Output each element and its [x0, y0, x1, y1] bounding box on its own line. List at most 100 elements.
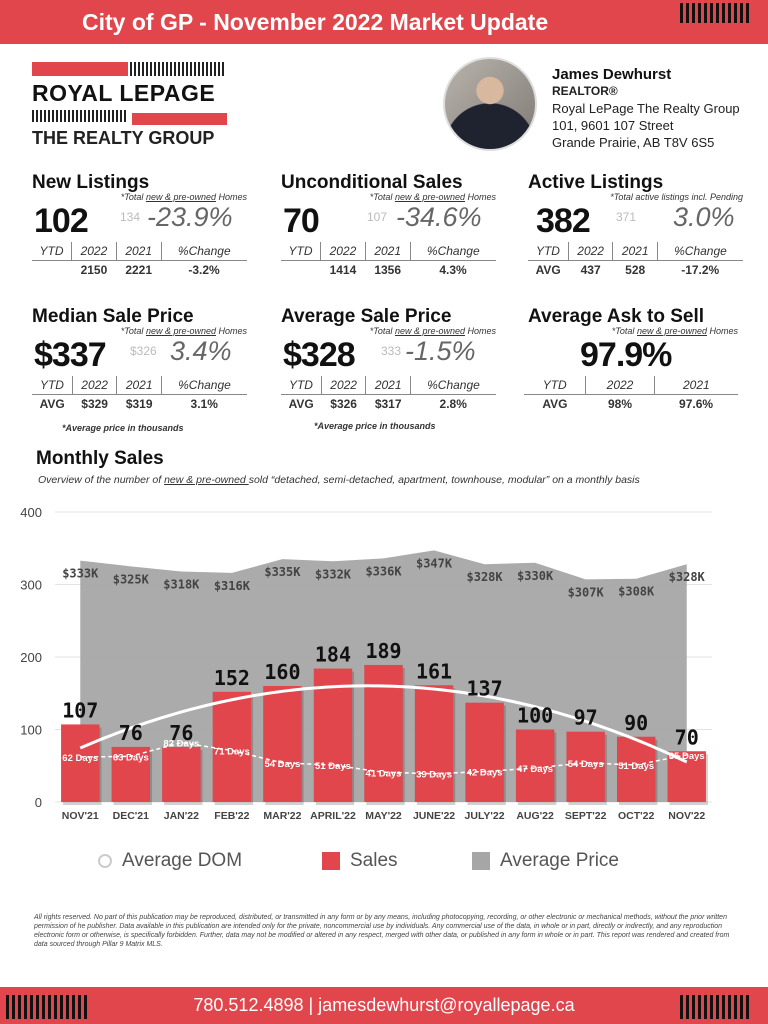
sales-bar: [212, 691, 252, 802]
sales-bar: [162, 746, 201, 802]
sales-data-label: 100: [517, 704, 553, 728]
y-tick-label: 400: [20, 505, 42, 520]
price-data-label: $336K: [365, 564, 402, 578]
stat-ytd-table: YTD 2022 2021 %Change AVG $326 $317 2.8%: [281, 376, 496, 413]
stat-active-listings: Active Listings *Total active listings i…: [528, 172, 743, 279]
legend-sales-label: Sales: [350, 850, 398, 871]
y-tick-label: 100: [20, 723, 42, 738]
x-tick-label: SEPT'22: [565, 810, 607, 822]
sales-bar: [566, 731, 605, 802]
header-bar: City of GP - November 2022 Market Update: [0, 0, 768, 44]
sales-bar: [667, 751, 706, 802]
legend-dom-label: Average DOM: [122, 850, 243, 871]
price-data-label: $316K: [214, 579, 251, 593]
stat-unconditional-sales: Unconditional Sales *Total new & pre-own…: [281, 172, 496, 279]
stat-previous: 134: [120, 210, 141, 224]
page-title: City of GP - November 2022 Market Update: [82, 9, 549, 35]
sales-bar: [465, 702, 504, 802]
stat-change: -34.6%: [396, 202, 482, 232]
agent-title: REALTOR®: [552, 84, 618, 98]
x-tick-label: MAR'22: [263, 810, 301, 822]
sales-data-label: 152: [214, 666, 250, 690]
legend-dom: Average DOM: [98, 850, 242, 872]
price-data-label: $307K: [568, 585, 605, 599]
monthly-sales-title: Monthly Sales: [36, 448, 164, 469]
price-data-label: $308K: [618, 585, 655, 599]
agent-address-line2: Grande Prairie, AB T8V 6S5: [552, 135, 715, 150]
sales-bar: [313, 668, 353, 802]
agent-name: James Dewhurst: [552, 66, 672, 83]
stat-change: 3.4%: [170, 336, 232, 366]
sales-data-label: 76: [169, 721, 193, 745]
stat-value: 382: [536, 202, 591, 240]
dom-data-label: 47 Days: [517, 764, 553, 775]
median-price-note: *Average price in thousands: [62, 423, 184, 433]
stat-title: Average Sale Price: [281, 306, 452, 327]
stat-title: Unconditional Sales: [281, 172, 463, 193]
x-tick-label: NOV'22: [668, 810, 705, 822]
legend-price: Average Price: [472, 850, 619, 872]
x-tick-label: MAY'22: [365, 810, 402, 822]
stat-subtitle: *Total active listings incl. Pending: [610, 192, 743, 202]
sales-bar: [263, 686, 302, 802]
sales-data-label: 70: [675, 725, 699, 749]
stat-subtitle: *Total new & pre-owned Homes: [120, 192, 247, 202]
dom-data-label: 63 Days: [113, 752, 149, 763]
dom-data-label: 54 Days: [264, 759, 300, 770]
dom-data-label: 65 Days: [669, 751, 705, 762]
dom-data-label: 54 Days: [568, 759, 604, 770]
dom-data-label: 51 Days: [315, 761, 351, 772]
stat-value: $328: [283, 336, 356, 374]
x-tick-label: APRIL'22: [310, 810, 356, 822]
footer-contact: 780.512.4898 | jamesdewhurst@royallepage…: [193, 995, 575, 1015]
stat-subtitle: *Total new & pre-owned Homes: [611, 326, 738, 336]
company-logo: ROYAL LEPAGE THE REALTY GROUP: [32, 62, 227, 149]
price-data-label: $328K: [669, 570, 706, 584]
stat-value: 70: [283, 202, 320, 240]
price-data-label: $325K: [113, 572, 150, 586]
x-tick-label: FEB'22: [214, 810, 249, 822]
sales-bar: [515, 729, 555, 802]
agent-info: James Dewhurst REALTOR® Royal LePage The…: [552, 66, 740, 151]
stat-average-sale-price: Average Sale Price *Total new & pre-owne…: [281, 306, 496, 413]
sales-data-label: 161: [416, 659, 452, 683]
stat-previous: $326: [130, 344, 157, 358]
x-tick-label: JULY'22: [465, 810, 505, 822]
y-tick-label: 0: [35, 795, 42, 810]
header-stripes: [680, 3, 749, 23]
stat-change: -1.5%: [405, 336, 476, 366]
price-data-label: $332K: [315, 567, 352, 581]
stat-ytd-table: YTD 2022 2021 %Change AVG 437 528 -17.2%: [528, 242, 743, 279]
stat-value: 102: [34, 202, 89, 240]
logo-barcode-bottom: [32, 110, 227, 122]
price-data-label: $347K: [416, 556, 453, 570]
sales-bar: [616, 736, 656, 802]
stat-ytd-table: YTD 2022 2021 %Change AVG $329 $319 3.1%: [32, 376, 247, 413]
stat-title: Active Listings: [528, 172, 664, 193]
footer-stripes-right: [680, 995, 749, 1019]
disclaimer: All rights reserved. No part of this pub…: [34, 914, 730, 948]
legend-dom-marker: [98, 854, 112, 868]
y-tick-label: 300: [20, 578, 42, 593]
stat-title: Average Ask to Sell: [528, 306, 705, 327]
x-tick-label: JAN'22: [164, 810, 199, 822]
stat-previous: 333: [381, 344, 402, 358]
x-tick-label: NOV'21: [62, 810, 99, 822]
sales-trend-line: [79, 684, 688, 764]
stat-value: 97.9%: [580, 336, 672, 374]
stat-subtitle: *Total new & pre-owned Homes: [369, 326, 496, 336]
x-tick-label: OCT'22: [618, 810, 655, 822]
sales-data-label: 90: [624, 711, 648, 735]
price-data-label: $330K: [517, 569, 554, 583]
x-tick-label: JUNE'22: [413, 810, 455, 822]
stat-subtitle: *Total new & pre-owned Homes: [369, 192, 496, 202]
logo-red-bar: [32, 62, 128, 76]
agent-company: Royal LePage The Realty Group: [552, 101, 740, 116]
dom-data-label: 41 Days: [366, 768, 402, 779]
agent-photo: [443, 57, 537, 151]
stat-previous: 371: [616, 210, 637, 224]
stat-change: -23.9%: [147, 202, 233, 232]
logo-group-name: THE REALTY GROUP: [32, 128, 215, 148]
sales-data-label: 189: [365, 639, 401, 663]
price-data-label: $328K: [467, 570, 504, 584]
